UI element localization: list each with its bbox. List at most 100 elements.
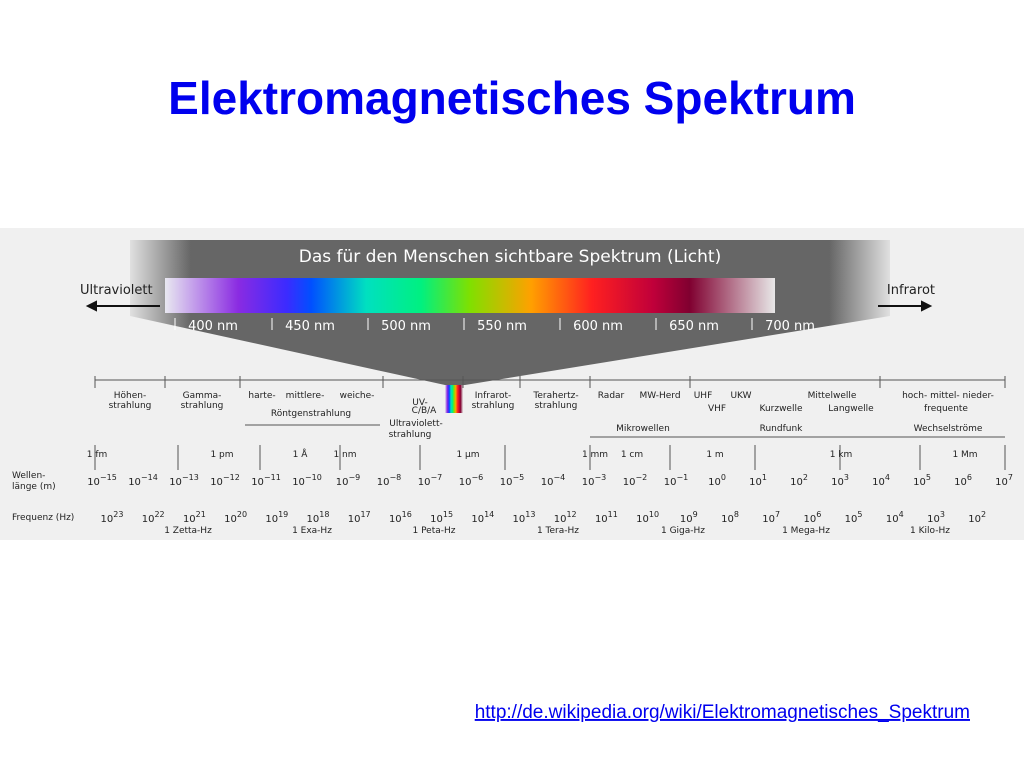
length-unit: 1 nm <box>333 450 356 460</box>
power-exponent: 10 <box>649 510 659 519</box>
power-exponent: 1 <box>762 473 767 482</box>
wavelength-power: 101 <box>749 473 767 488</box>
power-exponent: 7 <box>775 510 780 519</box>
band-label: mittlere- <box>286 391 325 401</box>
power-exponent: 13 <box>525 510 535 519</box>
power-exponent: 6 <box>967 473 972 482</box>
power-exponent: 21 <box>196 510 206 519</box>
visible-tick-label: 450 nm <box>285 319 335 334</box>
wavelength-power: 10−13 <box>169 473 199 488</box>
wavelength-power: 10−2 <box>623 473 648 488</box>
power-base: 10 <box>636 514 649 525</box>
wavelength-power: 10−5 <box>500 473 525 488</box>
power-exponent: 23 <box>113 510 123 519</box>
power-exponent: 2 <box>803 473 808 482</box>
band-label: Ultraviolett- <box>389 419 443 429</box>
power-exponent: −10 <box>305 473 322 482</box>
power-base: 10 <box>513 514 526 525</box>
power-base: 10 <box>845 514 858 525</box>
length-unit: 1 m <box>706 450 723 460</box>
visible-tick-label: 550 nm <box>477 319 527 334</box>
wavelength-power: 10−4 <box>541 473 566 488</box>
power-exponent: 20 <box>237 510 247 519</box>
power-exponent: 4 <box>899 510 904 519</box>
frequency-power: 105 <box>845 510 863 525</box>
frequency-power: 102 <box>968 510 986 525</box>
power-base: 10 <box>680 514 693 525</box>
frequency-unit: 1 Peta-Hz <box>412 526 455 536</box>
band-label: strahlung <box>109 401 152 411</box>
slide-title: Elektromagnetisches Spektrum <box>168 72 856 124</box>
frequency-power: 1014 <box>471 510 494 525</box>
source-link[interactable]: http://de.wikipedia.org/wiki/Elektromagn… <box>475 702 970 723</box>
frequency-power: 1018 <box>307 510 330 525</box>
power-base: 10 <box>210 477 223 488</box>
length-unit: 1 fm <box>87 450 108 460</box>
length-unit: 1 Mm <box>952 450 977 460</box>
power-base: 10 <box>251 477 264 488</box>
band-label: UKW <box>730 391 751 401</box>
power-exponent: 5 <box>926 473 931 482</box>
power-exponent: −4 <box>553 473 565 482</box>
ir-arrow <box>878 300 933 312</box>
power-exponent: 19 <box>278 510 288 519</box>
power-base: 10 <box>471 514 484 525</box>
band-label: Höhen- <box>114 391 146 401</box>
length-unit: 1 pm <box>210 450 233 460</box>
band-label: strahlung <box>389 430 432 440</box>
source-link-text[interactable]: http://de.wikipedia.org/wiki/Elektromagn… <box>475 702 970 723</box>
band-label: strahlung <box>535 401 578 411</box>
length-unit: 1 km <box>830 450 853 460</box>
wavelength-power: 10−7 <box>418 473 443 488</box>
power-base: 10 <box>913 477 926 488</box>
frequency-power: 1017 <box>348 510 371 525</box>
power-base: 10 <box>968 514 981 525</box>
power-exponent: −12 <box>223 473 240 482</box>
band-label: Gamma- <box>183 391 222 401</box>
power-base: 10 <box>762 514 775 525</box>
power-exponent: −1 <box>676 473 688 482</box>
power-exponent: 22 <box>154 510 164 519</box>
frequency-unit: 1 Zetta-Hz <box>164 526 212 536</box>
wavelength-power: 105 <box>913 473 931 488</box>
band-label: UHF <box>694 391 713 401</box>
power-exponent: 18 <box>319 510 329 519</box>
power-exponent: 5 <box>857 510 862 519</box>
visible-strip <box>445 385 463 413</box>
band-label: weiche- <box>340 391 375 401</box>
power-exponent: −6 <box>471 473 483 482</box>
power-exponent: −7 <box>430 473 442 482</box>
band-label: Mikrowellen <box>616 424 670 434</box>
power-base: 10 <box>582 477 595 488</box>
power-base: 10 <box>307 514 320 525</box>
power-exponent: 0 <box>721 473 726 482</box>
frequency-power: 106 <box>803 510 821 525</box>
uv-arrow <box>85 300 160 312</box>
band-brackets <box>94 376 1006 470</box>
ir-label: Infrarot <box>887 283 935 298</box>
wavelength-axis-label: Wellen- <box>12 471 45 481</box>
frequency-power: 1011 <box>595 510 618 525</box>
wavelength-power: 107 <box>995 473 1013 488</box>
frequency-power: 104 <box>886 510 904 525</box>
wavelength-axis-label: länge (m) <box>12 482 56 492</box>
power-exponent: −15 <box>100 473 117 482</box>
band-label: frequente <box>924 404 968 414</box>
wavelength-power: 10−8 <box>377 473 402 488</box>
visible-tick-label: 700 nm <box>765 319 815 334</box>
band-label: Rundfunk <box>760 424 804 434</box>
power-base: 10 <box>708 477 721 488</box>
power-exponent: 11 <box>608 510 618 519</box>
power-exponent: 7 <box>1008 473 1013 482</box>
power-exponent: 2 <box>981 510 986 519</box>
wavelength-power: 104 <box>872 473 890 488</box>
frequency-power: 1020 <box>224 510 247 525</box>
wavelength-power: 103 <box>831 473 849 488</box>
frequency-power: 107 <box>762 510 780 525</box>
power-base: 10 <box>183 514 196 525</box>
band-label: Infrarot- <box>475 391 512 401</box>
frequency-unit: 1 Kilo-Hz <box>910 526 950 536</box>
power-base: 10 <box>224 514 237 525</box>
power-exponent: 15 <box>443 510 453 519</box>
